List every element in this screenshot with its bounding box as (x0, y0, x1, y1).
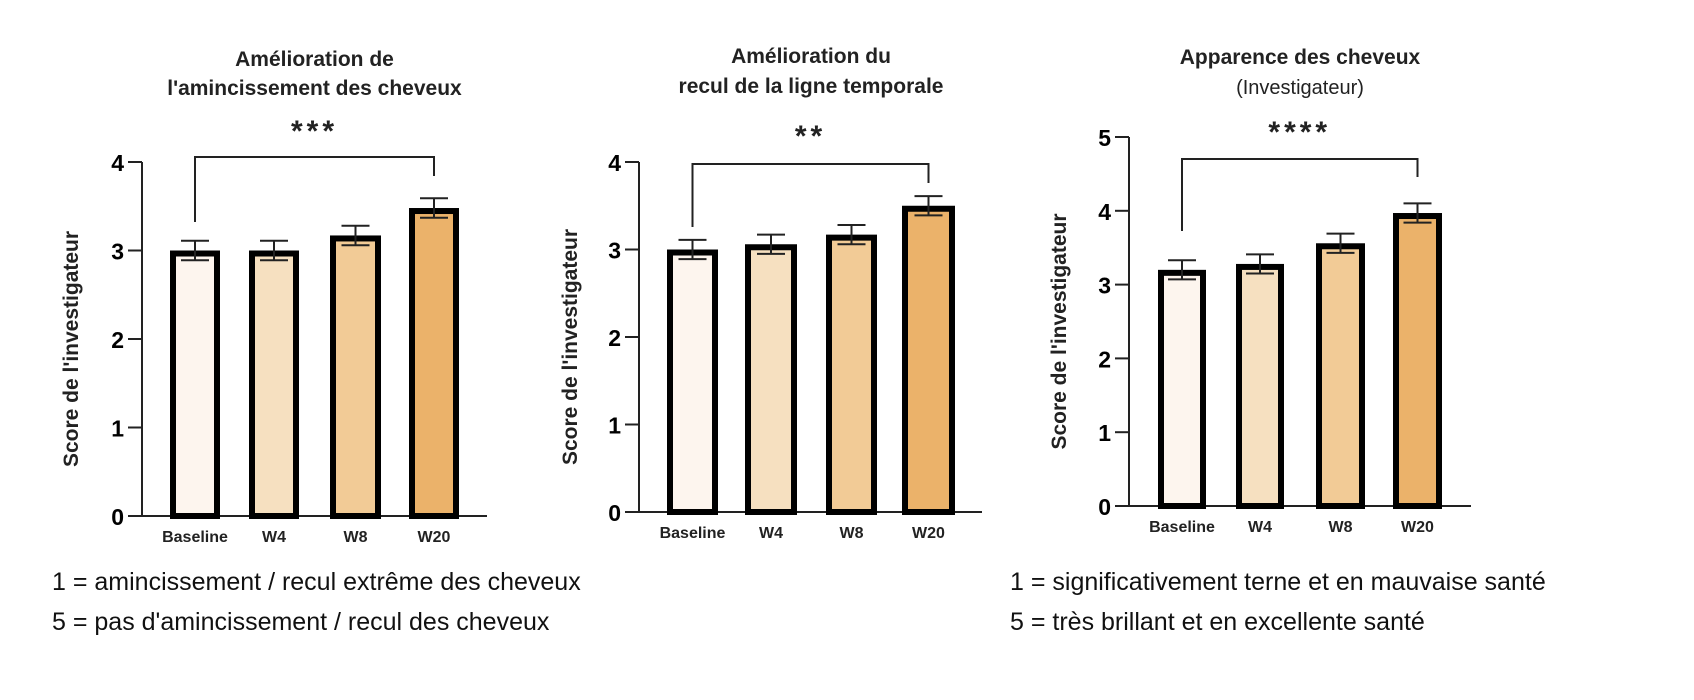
bar-w8 (826, 234, 877, 515)
chart-title: Amélioration du (731, 45, 891, 68)
x-tick-label: Baseline (1149, 519, 1215, 536)
scale-note-right-2: 5 = très brillant et en excellente santé (1010, 608, 1425, 636)
y-tick-label: 2 (111, 327, 124, 353)
y-axis-label: Score de l'investigateur (559, 229, 582, 465)
significance-label: *** (291, 115, 338, 148)
y-tick-label: 3 (1098, 273, 1111, 299)
chart-title: Amélioration de (235, 48, 394, 71)
significance-bracket (1181, 158, 1419, 231)
y-axis-label: Score de l'investigateur (1048, 213, 1071, 449)
x-tick-label: W8 (840, 525, 864, 542)
bar-w4 (745, 244, 797, 515)
x-tick-label: Baseline (162, 529, 228, 546)
x-tick-label: W4 (262, 529, 286, 546)
x-tick-label: W4 (759, 525, 783, 542)
bar-w20 (1393, 213, 1442, 509)
bar-baseline (1158, 269, 1206, 509)
significance-bracket (691, 163, 930, 227)
x-tick-label: W8 (344, 529, 368, 546)
y-tick-label: 3 (111, 239, 124, 265)
y-tick-label: 4 (111, 150, 124, 176)
chart-title: l'amincissement des cheveux (167, 77, 462, 100)
bar-w8 (1316, 243, 1365, 509)
y-tick-label: 0 (1098, 494, 1111, 520)
x-tick-label: W8 (1329, 519, 1353, 536)
y-tick-label: 4 (608, 150, 621, 176)
scale-note-right-1: 1 = significativement terne et en mauvai… (1010, 568, 1546, 596)
bar-baseline (667, 249, 718, 515)
y-tick-label: 2 (608, 325, 621, 351)
y-tick-label: 1 (608, 413, 621, 439)
chart-title: recul de la ligne temporale (679, 75, 944, 98)
significance-bracket (194, 156, 435, 222)
y-tick-label: 0 (111, 504, 124, 530)
chart-subtitle: (Investigateur) (1236, 77, 1364, 99)
x-tick-label: W20 (1401, 519, 1434, 536)
bar-w4 (1236, 263, 1284, 509)
significance-label: ** (795, 120, 826, 153)
x-tick-label: Baseline (660, 525, 726, 542)
y-tick-label: 1 (111, 416, 124, 442)
significance-label: **** (1268, 116, 1331, 149)
chart-title: Apparence des cheveux (1180, 46, 1421, 69)
y-tick-label: 4 (1098, 199, 1111, 225)
y-tick-label: 1 (1098, 420, 1111, 446)
x-tick-label: W4 (1248, 519, 1272, 536)
bar-w20 (902, 205, 955, 515)
y-tick-label: 0 (608, 500, 621, 526)
scale-note-left-2: 5 = pas d'amincissement / recul des chev… (52, 608, 550, 636)
bar-w20 (409, 208, 459, 520)
bar-baseline (170, 250, 220, 519)
bar-w4 (249, 250, 299, 519)
y-tick-label: 2 (1098, 346, 1111, 372)
y-tick-label: 5 (1098, 125, 1111, 151)
y-tick-label: 3 (608, 238, 621, 264)
x-tick-label: W20 (418, 529, 451, 546)
y-axis-label: Score de l'investigateur (60, 231, 83, 467)
bar-w8 (330, 235, 381, 520)
x-tick-label: W20 (912, 525, 945, 542)
scale-note-left-1: 1 = amincissement / recul extrême des ch… (52, 568, 581, 596)
